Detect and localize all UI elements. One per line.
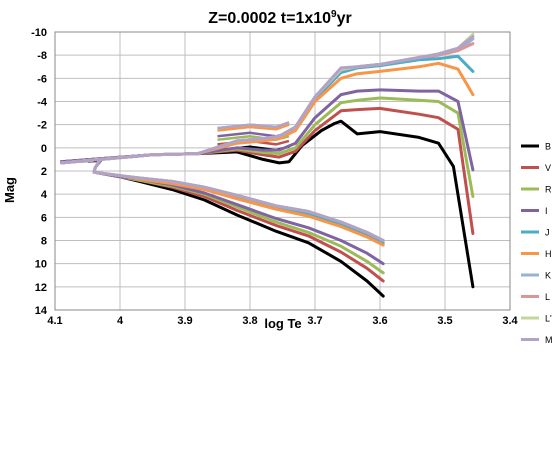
series-lines — [60, 32, 475, 298]
legend-label-M: M — [545, 335, 553, 345]
x-tick-label: 3.5 — [437, 315, 452, 327]
legend-label-K: K — [545, 271, 551, 281]
legend-label-V: V — [545, 163, 551, 173]
y-tick-label: 14 — [35, 305, 48, 317]
x-tick-label: 4 — [117, 315, 124, 327]
legend-label-I: I — [545, 206, 548, 216]
y-tick-label: 6 — [41, 212, 47, 224]
x-tick-label: 3.6 — [372, 315, 387, 327]
series-line-M — [60, 157, 385, 242]
legend-label-J: J — [545, 228, 550, 238]
y-axis-label: Mag — [2, 177, 17, 203]
x-tick-label: 4.1 — [47, 315, 62, 327]
x-tick-label: 3.4 — [502, 315, 518, 327]
chart-title: Z=0.0002 t=1x109yr — [208, 9, 351, 27]
y-tick-label: -8 — [37, 50, 47, 62]
y-tick-label: -6 — [37, 73, 47, 85]
y-tick-label: 2 — [41, 166, 47, 178]
y-tick-label: 8 — [41, 236, 47, 248]
x-axis-label: log Te — [264, 316, 301, 331]
legend-label-H: H — [545, 249, 552, 259]
series-loop-M — [217, 121, 290, 130]
y-tick-label: 4 — [41, 189, 48, 201]
y-tick-label: -2 — [37, 120, 47, 132]
legend-label-B: B — [545, 142, 551, 152]
legend-label-L': L' — [545, 314, 552, 324]
x-axis-ticks: 4.1 4 3.9 3.8 3.7 3.6 3.5 3.4 — [47, 315, 518, 327]
y-tick-label: 12 — [35, 282, 47, 294]
x-tick-label: 3.8 — [242, 315, 257, 327]
y-tick-label: 0 — [41, 143, 47, 155]
x-tick-label: 3.9 — [177, 315, 192, 327]
plot-area — [54, 31, 511, 311]
series-loop-H — [217, 123, 290, 132]
legend: B V R I J H K L L' M — [521, 142, 553, 345]
legend-label-L: L — [545, 292, 550, 302]
legend-label-R: R — [545, 185, 552, 195]
series-branch-M — [60, 35, 475, 165]
y-tick-label: -4 — [37, 97, 48, 109]
y-tick-label: -10 — [31, 27, 47, 39]
x-tick-label: 3.7 — [307, 315, 322, 327]
y-tick-label: 10 — [35, 259, 47, 271]
y-axis-ticks: -10 -8 -6 -4 -2 0 2 4 6 8 10 12 14 — [31, 27, 48, 317]
